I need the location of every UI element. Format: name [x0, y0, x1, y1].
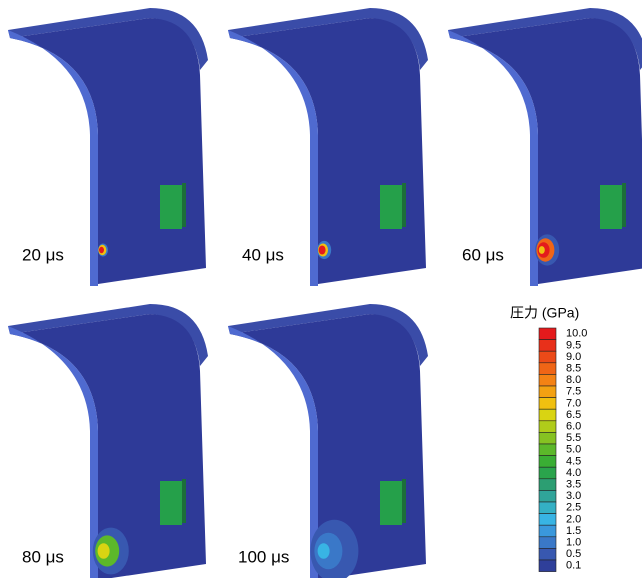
legend-swatch: [539, 502, 556, 514]
time-label: 60 μs: [462, 245, 504, 264]
legend-label: 0.1: [566, 560, 581, 572]
panel: 20 μs: [8, 8, 208, 286]
legend-swatch: [539, 490, 556, 502]
time-label: 40 μs: [242, 245, 284, 264]
legend-swatch: [539, 432, 556, 444]
legend-swatch: [539, 363, 556, 375]
legend-label: 2.5: [566, 502, 581, 514]
green-block-side: [402, 479, 406, 523]
green-block: [600, 185, 622, 229]
legend-label: 1.0: [566, 537, 581, 549]
legend-label: 7.0: [566, 397, 581, 409]
green-block: [160, 185, 182, 229]
green-block-side: [402, 183, 406, 227]
panel: 40 μs: [228, 8, 428, 286]
green-block: [380, 185, 402, 229]
legend-swatch: [539, 386, 556, 398]
green-block: [160, 481, 182, 525]
legend-swatch: [539, 560, 556, 572]
legend-swatch: [539, 456, 556, 468]
legend-swatch: [539, 398, 556, 410]
legend-label: 2.0: [566, 513, 581, 525]
panel: 100 μs: [228, 304, 428, 578]
legend-swatch: [539, 467, 556, 479]
time-label: 20 μs: [22, 245, 64, 264]
legend-swatch: [539, 374, 556, 386]
legend-swatch: [539, 525, 556, 537]
legend-label: 8.0: [566, 374, 581, 386]
green-block: [380, 481, 402, 525]
legend-label: 8.5: [566, 363, 581, 375]
impact-zone: [319, 245, 326, 254]
legend-title: 圧力 (GPa): [510, 305, 579, 321]
green-block-side: [182, 479, 186, 523]
impact-zone: [98, 543, 110, 559]
legend-label: 9.0: [566, 351, 581, 363]
legend-swatch: [539, 340, 556, 352]
impact-zone: [539, 246, 545, 254]
legend-label: 0.5: [566, 548, 581, 560]
legend-label: 4.5: [566, 455, 581, 467]
legend-swatch: [539, 409, 556, 421]
legend-swatch: [539, 548, 556, 560]
legend-swatch: [539, 444, 556, 456]
time-label: 100 μs: [238, 547, 289, 566]
legend-label: 3.0: [566, 490, 581, 502]
green-block-side: [182, 183, 186, 227]
panel: 60 μs: [448, 8, 642, 286]
legend-label: 9.5: [566, 339, 581, 351]
page: 圧力 (GPa) 20 μs40 μs60 μs80 μs100 μs10.09…: [0, 0, 642, 583]
impact-zone: [318, 543, 330, 559]
legend-swatch: [539, 328, 556, 340]
legend-label: 1.5: [566, 525, 581, 537]
legend-label: 3.5: [566, 479, 581, 491]
green-block-side: [622, 183, 626, 227]
legend-label: 6.0: [566, 421, 581, 433]
legend-label: 5.0: [566, 444, 581, 456]
legend-label: 10.0: [566, 328, 587, 340]
time-label: 80 μs: [22, 547, 64, 566]
legend-swatch: [539, 537, 556, 549]
impact-zone: [99, 247, 104, 254]
legend-label: 6.5: [566, 409, 581, 421]
legend-label: 7.5: [566, 386, 581, 398]
legend-label: 5.5: [566, 432, 581, 444]
panel: 80 μs: [8, 304, 208, 578]
legend-swatch: [539, 351, 556, 363]
legend-swatch: [539, 421, 556, 433]
legend-swatch: [539, 479, 556, 491]
legend-label: 4.0: [566, 467, 581, 479]
plate-face: [10, 18, 206, 284]
legend-swatch: [539, 514, 556, 526]
figure: 圧力 (GPa) 20 μs40 μs60 μs80 μs100 μs10.09…: [0, 0, 642, 578]
